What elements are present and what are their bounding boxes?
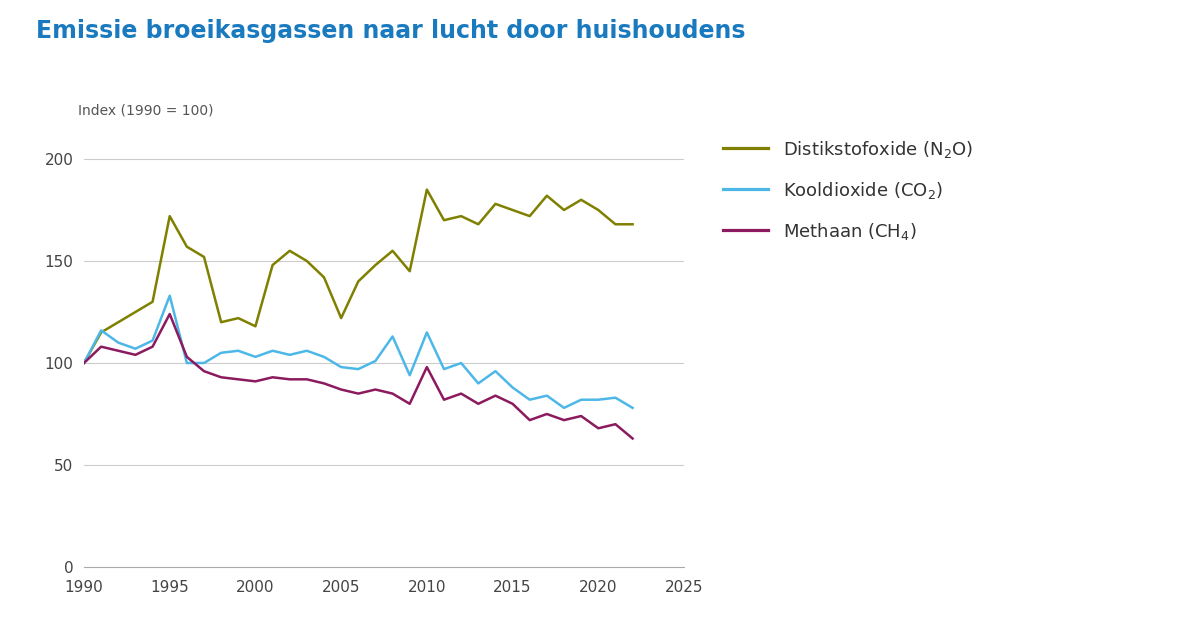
Text: Index (1990 = 100): Index (1990 = 100) [78, 103, 214, 117]
Legend: Distikstofoxide (N$_2$O), Kooldioxide (CO$_2$), Methaan (CH$_4$): Distikstofoxide (N$_2$O), Kooldioxide (C… [724, 139, 973, 242]
Text: Emissie broeikasgassen naar lucht door huishoudens: Emissie broeikasgassen naar lucht door h… [36, 19, 745, 43]
